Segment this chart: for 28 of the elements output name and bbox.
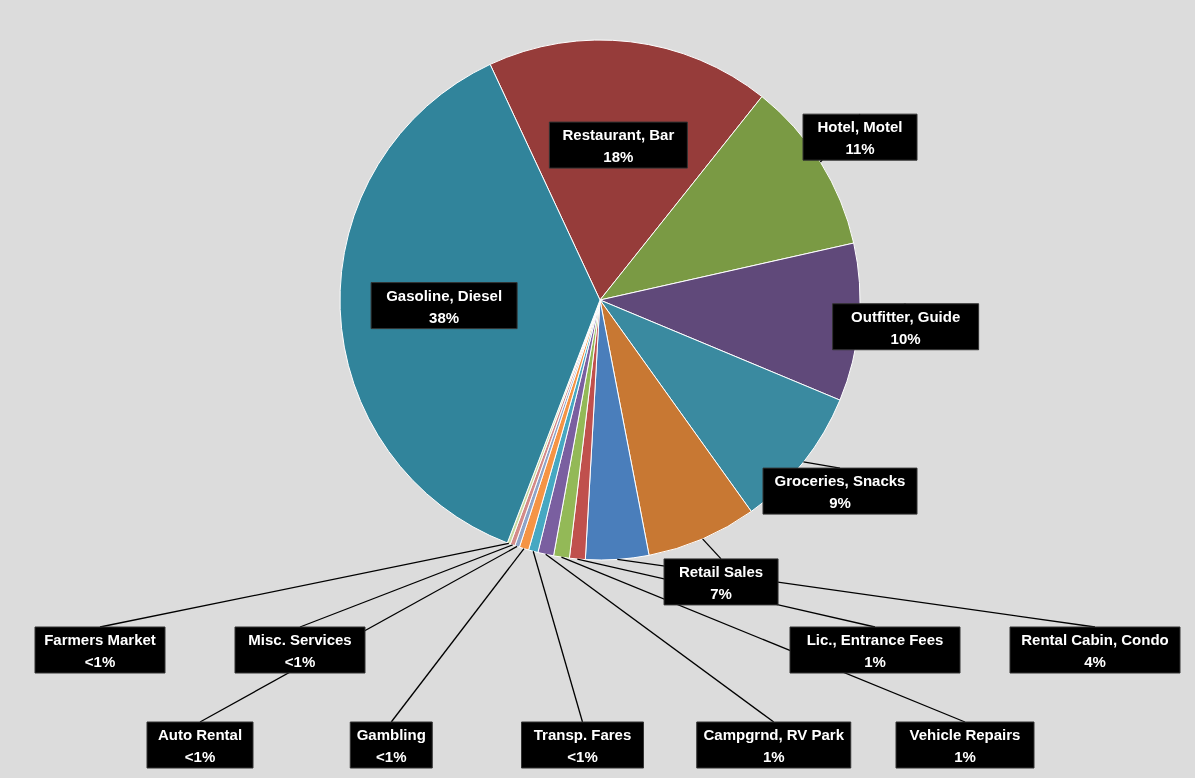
slice-label: Gasoline, Diesel bbox=[386, 286, 503, 304]
data-label: <1% bbox=[184, 748, 216, 765]
data-label: <1% bbox=[284, 653, 316, 670]
data-label: 1% bbox=[864, 653, 886, 670]
slice-label: Transp. Fares bbox=[533, 726, 632, 743]
slice-label: Retail Sales bbox=[678, 562, 764, 580]
data-label: 4% bbox=[1084, 653, 1106, 670]
data-label: 1% bbox=[762, 748, 785, 765]
data-label: <1% bbox=[84, 653, 116, 670]
data-label: <1% bbox=[567, 748, 598, 765]
slice-label: Vehicle Repairs bbox=[909, 726, 1021, 743]
slice-label: Misc. Services bbox=[248, 631, 352, 648]
slice-label: Rental Cabin, Condo bbox=[1021, 631, 1169, 648]
slice-label: Auto Rental bbox=[157, 726, 243, 743]
data-label: 18% bbox=[603, 148, 634, 166]
slice-label: Groceries, Snacks bbox=[774, 472, 906, 490]
slice-label: Lic., Entrance Fees bbox=[806, 631, 944, 648]
data-label: 38% bbox=[429, 308, 460, 326]
slice-label: Restaurant, Bar bbox=[562, 126, 675, 144]
data-label: 10% bbox=[890, 329, 921, 347]
slice-label: Outfitter, Guide bbox=[851, 307, 961, 325]
data-label: <1% bbox=[376, 748, 407, 765]
slice-label: Farmers Market bbox=[44, 631, 156, 648]
data-label: 1% bbox=[954, 748, 976, 765]
data-label: 7% bbox=[710, 584, 732, 602]
data-label: 9% bbox=[829, 494, 851, 512]
slice-label: Campgrnd, RV Park bbox=[703, 726, 845, 743]
slice-label: Gambling bbox=[356, 726, 426, 743]
